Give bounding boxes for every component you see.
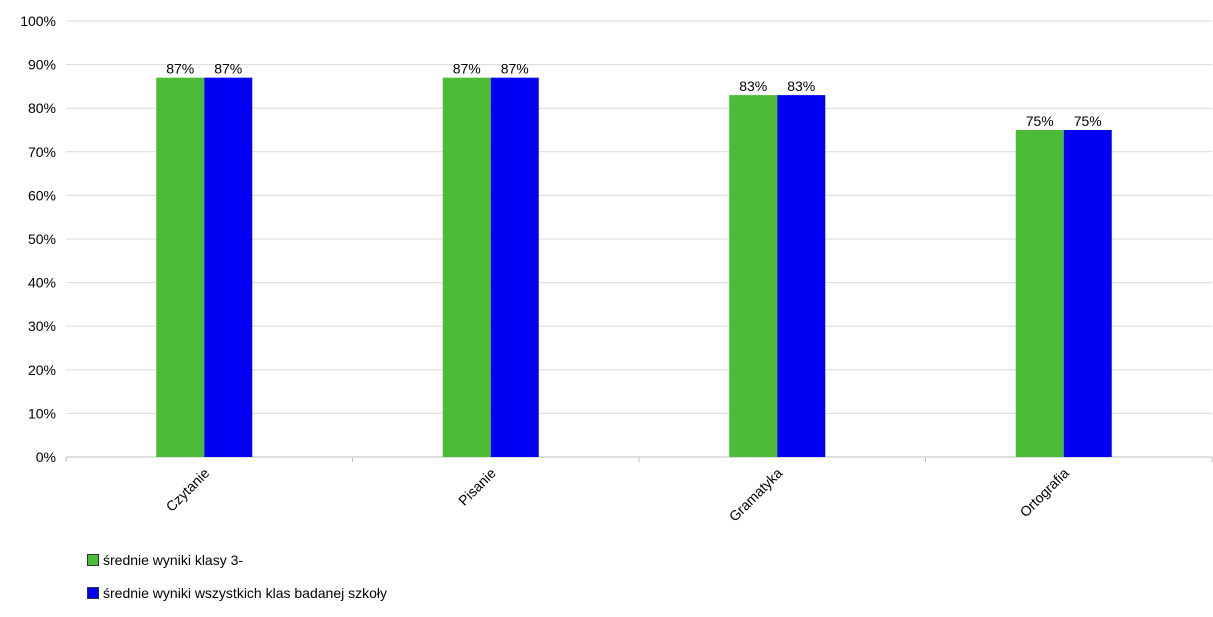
legend-swatch-series-2 (87, 587, 99, 599)
data-label-ortografia-series-2: 75% (1074, 113, 1102, 129)
legend-item-series-1: średnie wyniki klasy 3- (87, 551, 387, 569)
data-label-pisanie-series-2: 87% (501, 61, 529, 77)
data-label-gramatyka-series-2: 83% (787, 78, 815, 94)
y-tick-label: 50% (28, 231, 56, 247)
y-tick-label: 100% (20, 13, 56, 29)
y-tick-labels: 0% 10% 20% 30% 40% 50% 60% 70% 80% 90% 100% (20, 13, 56, 465)
x-tick-label-gramatyka: Gramatyka (726, 465, 786, 525)
bar-gramatyka-series-2 (777, 95, 826, 458)
bar-ortografia-series-1 (1015, 130, 1064, 457)
y-tick-label: 10% (28, 405, 56, 421)
legend: średnie wyniki klasy 3- średnie wyniki w… (87, 551, 387, 617)
bar-gramatyka-series-1 (729, 95, 778, 458)
bars (156, 77, 1112, 458)
data-label-czytanie-series-1: 87% (166, 61, 194, 77)
x-tick-label-ortografia: Ortografia (1017, 465, 1072, 520)
axes (65, 456, 1213, 462)
y-tick-label: 30% (28, 318, 56, 334)
data-label-pisanie-series-1: 87% (453, 61, 481, 77)
y-tick-label: 70% (28, 144, 56, 160)
bar-ortografia-series-2 (1063, 130, 1112, 457)
legend-label-series-2: średnie wyniki wszystkich klas badanej s… (103, 585, 387, 601)
legend-swatch-series-1 (87, 554, 99, 566)
x-tick-label-czytanie: Czytanie (163, 465, 213, 515)
bar-pisanie-series-1 (442, 77, 491, 458)
x-tick-label-pisanie: Pisanie (455, 465, 499, 509)
y-tick-label: 90% (28, 57, 56, 73)
y-tick-label: 60% (28, 187, 56, 203)
legend-item-series-2: średnie wyniki wszystkich klas badanej s… (87, 584, 387, 602)
bar-czytanie-series-1 (156, 77, 205, 458)
bar-pisanie-series-2 (490, 77, 539, 458)
data-label-czytanie-series-2: 87% (214, 61, 242, 77)
data-labels: 87% 87% 87% 87% 83% 83% 75% 75% (166, 61, 1102, 129)
data-label-gramatyka-series-1: 83% (739, 78, 767, 94)
y-tick-label: 80% (28, 100, 56, 116)
y-tick-label: 20% (28, 362, 56, 378)
data-label-ortografia-series-1: 75% (1026, 113, 1054, 129)
legend-label-series-1: średnie wyniki klasy 3- (103, 552, 244, 568)
bar-czytanie-series-2 (204, 77, 253, 458)
x-tick-labels: Czytanie Pisanie Gramatyka Ortografia (163, 465, 1072, 525)
y-tick-label: 0% (36, 449, 56, 465)
y-tick-label: 40% (28, 275, 56, 291)
gridlines (66, 20, 1212, 458)
